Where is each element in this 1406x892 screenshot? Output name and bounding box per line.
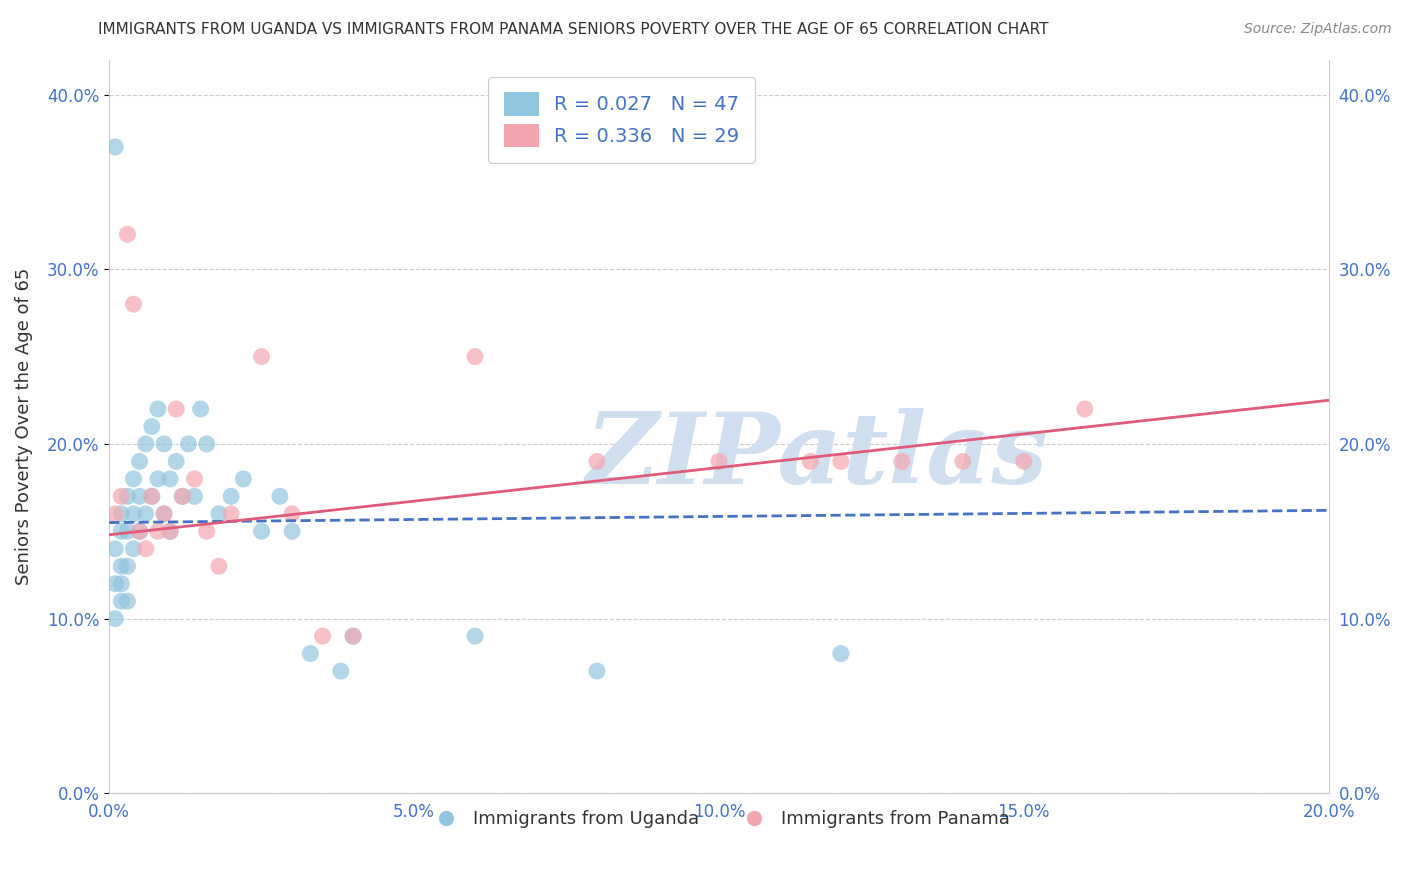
- Point: [183, 489, 205, 503]
- Point: [177, 437, 200, 451]
- Point: [117, 559, 139, 574]
- Point: [165, 454, 187, 468]
- Point: [830, 454, 852, 468]
- Point: [141, 489, 163, 503]
- Point: [165, 402, 187, 417]
- Point: [830, 647, 852, 661]
- Point: [281, 507, 304, 521]
- Point: [1012, 454, 1035, 468]
- Point: [146, 402, 169, 417]
- Point: [128, 524, 150, 539]
- Point: [586, 454, 609, 468]
- Point: [172, 489, 194, 503]
- Point: [250, 350, 273, 364]
- Point: [117, 524, 139, 539]
- Text: ZIPatlas: ZIPatlas: [585, 408, 1047, 504]
- Point: [183, 472, 205, 486]
- Point: [141, 489, 163, 503]
- Point: [952, 454, 974, 468]
- Point: [110, 489, 132, 503]
- Point: [104, 612, 127, 626]
- Point: [117, 594, 139, 608]
- Point: [122, 472, 145, 486]
- Point: [269, 489, 291, 503]
- Point: [159, 472, 181, 486]
- Point: [110, 507, 132, 521]
- Point: [141, 419, 163, 434]
- Point: [586, 664, 609, 678]
- Point: [110, 559, 132, 574]
- Point: [342, 629, 364, 643]
- Point: [219, 489, 242, 503]
- Point: [104, 507, 127, 521]
- Point: [122, 541, 145, 556]
- Point: [146, 472, 169, 486]
- Y-axis label: Seniors Poverty Over the Age of 65: Seniors Poverty Over the Age of 65: [15, 268, 32, 585]
- Point: [128, 489, 150, 503]
- Point: [464, 350, 486, 364]
- Point: [117, 489, 139, 503]
- Point: [799, 454, 821, 468]
- Point: [122, 297, 145, 311]
- Point: [122, 507, 145, 521]
- Point: [195, 524, 218, 539]
- Point: [146, 524, 169, 539]
- Point: [342, 629, 364, 643]
- Point: [153, 507, 176, 521]
- Point: [208, 507, 231, 521]
- Point: [128, 454, 150, 468]
- Text: Source: ZipAtlas.com: Source: ZipAtlas.com: [1244, 22, 1392, 37]
- Point: [329, 664, 352, 678]
- Point: [135, 541, 157, 556]
- Point: [135, 437, 157, 451]
- Point: [250, 524, 273, 539]
- Point: [299, 647, 322, 661]
- Point: [311, 629, 333, 643]
- Point: [110, 576, 132, 591]
- Point: [153, 507, 176, 521]
- Point: [104, 576, 127, 591]
- Point: [707, 454, 730, 468]
- Point: [219, 507, 242, 521]
- Point: [281, 524, 304, 539]
- Point: [110, 524, 132, 539]
- Point: [890, 454, 912, 468]
- Point: [1074, 402, 1097, 417]
- Point: [195, 437, 218, 451]
- Point: [464, 629, 486, 643]
- Point: [117, 227, 139, 242]
- Point: [128, 524, 150, 539]
- Point: [104, 140, 127, 154]
- Point: [104, 541, 127, 556]
- Point: [172, 489, 194, 503]
- Point: [153, 437, 176, 451]
- Point: [208, 559, 231, 574]
- Text: IMMIGRANTS FROM UGANDA VS IMMIGRANTS FROM PANAMA SENIORS POVERTY OVER THE AGE OF: IMMIGRANTS FROM UGANDA VS IMMIGRANTS FRO…: [98, 22, 1049, 37]
- Point: [232, 472, 254, 486]
- Point: [159, 524, 181, 539]
- Point: [190, 402, 212, 417]
- Point: [110, 594, 132, 608]
- Legend: Immigrants from Uganda, Immigrants from Panama: Immigrants from Uganda, Immigrants from …: [420, 803, 1017, 836]
- Point: [159, 524, 181, 539]
- Point: [135, 507, 157, 521]
